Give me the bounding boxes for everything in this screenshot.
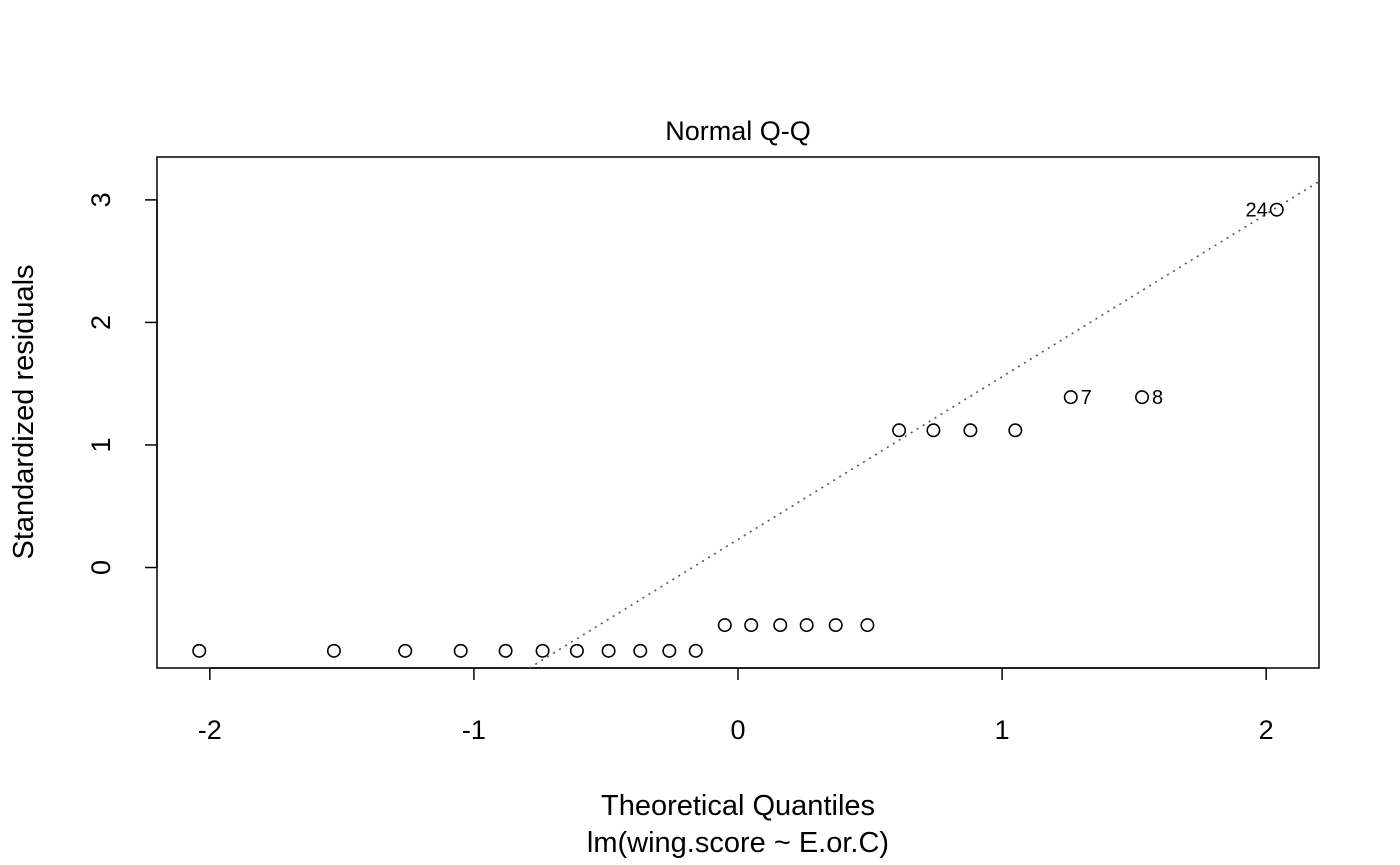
y-axis-label: Standardized residuals xyxy=(8,264,40,559)
chart-subtitle: lm(wing.score ~ E.or.C) xyxy=(587,827,889,859)
data-point xyxy=(892,423,907,438)
data-point xyxy=(498,643,513,658)
data-point xyxy=(535,643,550,658)
data-point xyxy=(828,618,843,633)
chart-title: Normal Q-Q xyxy=(665,116,811,146)
point-label: 7 xyxy=(1081,387,1092,409)
data-point xyxy=(398,643,413,658)
data-point xyxy=(662,643,677,658)
data-point xyxy=(717,618,732,633)
y-tick-label: 0 xyxy=(86,560,116,575)
data-point xyxy=(633,643,648,658)
data-point xyxy=(963,423,978,438)
data-point xyxy=(744,618,759,633)
data-point xyxy=(860,618,875,633)
data-point xyxy=(601,643,616,658)
x-axis: -2 -1 0 1 2 xyxy=(198,667,1274,745)
point-label: 24 xyxy=(1245,200,1267,222)
data-point xyxy=(1063,390,1078,405)
x-tick-label: -2 xyxy=(198,715,222,745)
data-points xyxy=(192,202,1284,658)
data-point xyxy=(773,618,788,633)
y-axis: 0 1 2 3 xyxy=(86,192,158,575)
plot-frame xyxy=(156,156,1320,669)
x-tick-label: 0 xyxy=(730,715,745,745)
y-tick-label: 2 xyxy=(86,315,116,330)
y-tick-label: 3 xyxy=(86,192,116,207)
point-label: 8 xyxy=(1152,387,1163,409)
point-labels: 7 8 24 xyxy=(1081,200,1268,409)
x-tick-label: -1 xyxy=(462,715,486,745)
data-point xyxy=(688,643,703,658)
data-point xyxy=(926,423,941,438)
x-axis-label: Theoretical Quantiles xyxy=(601,790,875,822)
data-point xyxy=(192,643,207,658)
data-point xyxy=(453,643,468,658)
data-point xyxy=(1135,390,1150,405)
data-point xyxy=(799,618,814,633)
data-point xyxy=(1008,423,1023,438)
data-point xyxy=(1269,202,1284,217)
data-point xyxy=(326,643,341,658)
y-tick-label: 1 xyxy=(86,437,116,452)
reference-line xyxy=(528,180,1320,669)
x-tick-label: 1 xyxy=(995,715,1010,745)
data-point xyxy=(569,643,584,658)
x-tick-label: 2 xyxy=(1259,715,1274,745)
